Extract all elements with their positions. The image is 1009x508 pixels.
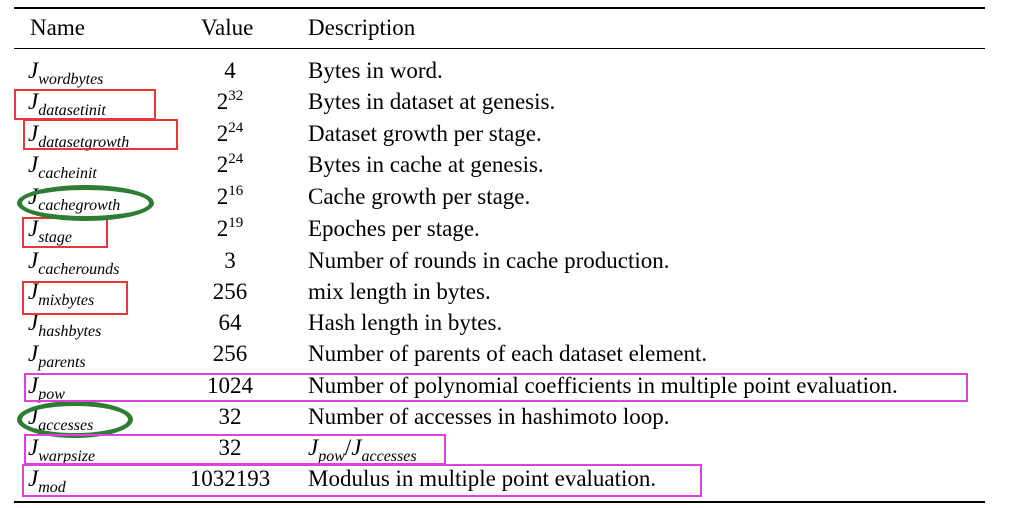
table-bottom-rule [14,501,985,503]
param-description: Bytes in dataset at genesis. [308,89,556,114]
param-value: 219 [216,215,244,242]
param-value: 224 [216,151,244,178]
table-row: Jcacherounds 3 Number of rounds in cache… [0,248,1009,279]
table-row: Jcachegrowth 216 Cache growth per stage. [0,184,1009,215]
table-row: Jwordbytes 4 Bytes in word. [0,58,1009,89]
table-row: Jwarpsize 32 Jpow/Jaccesses [0,435,1009,466]
param-value: 224 [216,120,244,147]
formula-numerator: Jpow [308,435,345,465]
param-value: 64 [218,310,242,335]
param-name: Jcacherounds [28,248,120,278]
param-name: Jdatasetinit [28,89,106,119]
param-description: Number of accesses in hashimoto loop. [308,404,670,429]
param-description: Modulus in multiple point evaluation. [308,466,657,491]
table-header-rule [14,48,985,49]
param-value: 1032193 [189,466,271,491]
param-description: mix length in bytes. [308,279,491,304]
param-value: 1024 [207,373,253,398]
param-name: Jstage [28,216,72,246]
param-name: Jhashbytes [28,310,102,340]
param-value: 4 [224,58,236,83]
param-description: Jpow/Jaccesses [308,435,417,465]
formula-denominator: Jaccesses [351,435,417,465]
param-name: Jdatasetgrowth [28,121,130,151]
param-value: 3 [224,248,236,273]
table-row: Jdatasetinit 232 Bytes in dataset at gen… [0,89,1009,120]
param-description: Bytes in cache at genesis. [308,152,544,177]
table-row: Jmod 1032193 Modulus in multiple point e… [0,466,1009,497]
param-value: 256 [212,279,248,304]
param-value: 32 [218,435,242,460]
param-description: Hash length in bytes. [308,310,503,335]
header-value: Value [201,15,254,40]
param-name: Jpow [28,373,65,403]
param-description: Number of parents of each dataset elemen… [308,341,708,366]
table-row: Jdatasetgrowth 224 Dataset growth per st… [0,121,1009,152]
param-value: 32 [218,404,242,429]
table-top-rule [14,7,985,9]
param-name: Jmixbytes [28,279,95,309]
table-row: Jaccesses 32 Number of accesses in hashi… [0,404,1009,435]
header-name: Name [30,15,85,40]
param-name: Jwordbytes [28,58,104,88]
table-row: Jparents 256 Number of parents of each d… [0,341,1009,372]
param-description: Bytes in word. [308,58,443,83]
param-description: Cache growth per stage. [308,184,531,209]
param-description: Number of polynomial coefficients in mul… [308,373,898,398]
param-value: 256 [212,341,248,366]
param-name: Jcachegrowth [28,184,121,214]
table-row: Jmixbytes 256 mix length in bytes. [0,279,1009,310]
param-name: Jparents [28,341,86,371]
param-description: Epoches per stage. [308,216,480,241]
param-name: Jwarpsize [28,435,96,465]
table-row: Jcacheinit 224 Bytes in cache at genesis… [0,152,1009,183]
header-description: Description [308,15,416,40]
table-row: Jstage 219 Epoches per stage. [0,216,1009,247]
table-row: Jhashbytes 64 Hash length in bytes. [0,310,1009,341]
param-description: Number of rounds in cache production. [308,248,670,273]
formula-slash: / [344,435,352,460]
param-value: 232 [216,88,244,115]
param-value: 216 [216,183,244,210]
param-name: Jmod [28,466,66,496]
param-name: Jaccesses [28,404,94,434]
param-name: Jcacheinit [28,152,97,182]
table-header: Name Value Description [0,12,1009,46]
param-description: Dataset growth per stage. [308,121,542,146]
table-row: Jpow 1024 Number of polynomial coefficie… [0,373,1009,404]
